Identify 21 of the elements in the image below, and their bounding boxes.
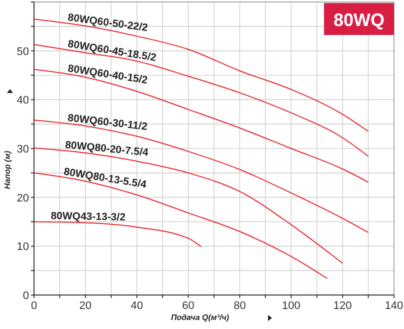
line-series	[34, 221, 202, 248]
series-label: 80WQ43-13-3/2	[50, 210, 126, 224]
text: 80WQ80-20-7.5/4	[64, 138, 149, 159]
x-axis-title: Подача Q(м³/ч)	[170, 313, 230, 322]
y-tick-label: 50	[16, 46, 29, 58]
x-tick-label: 0	[30, 300, 38, 312]
x-tick-label: 120	[333, 300, 352, 312]
annotation: 80WQ	[333, 10, 385, 30]
x-tick-label: 140	[384, 300, 404, 312]
x-tick-label: 80	[234, 300, 246, 312]
y-axis-title: Напор (м)	[3, 150, 12, 190]
x-tick-label: 20	[79, 300, 92, 312]
y-tick-label: 20	[16, 192, 29, 204]
y-tick-label: 40	[16, 94, 29, 107]
y-tick-label: 30	[16, 144, 29, 156]
x-tick-label: 40	[130, 300, 143, 312]
y-tick-label: 0	[22, 290, 29, 302]
x-tick-label: 60	[182, 300, 194, 312]
x-tick-label: 100	[282, 300, 300, 312]
text: 80WQ60-30-11/2	[67, 112, 148, 134]
y-tick-label: 10	[16, 241, 29, 254]
